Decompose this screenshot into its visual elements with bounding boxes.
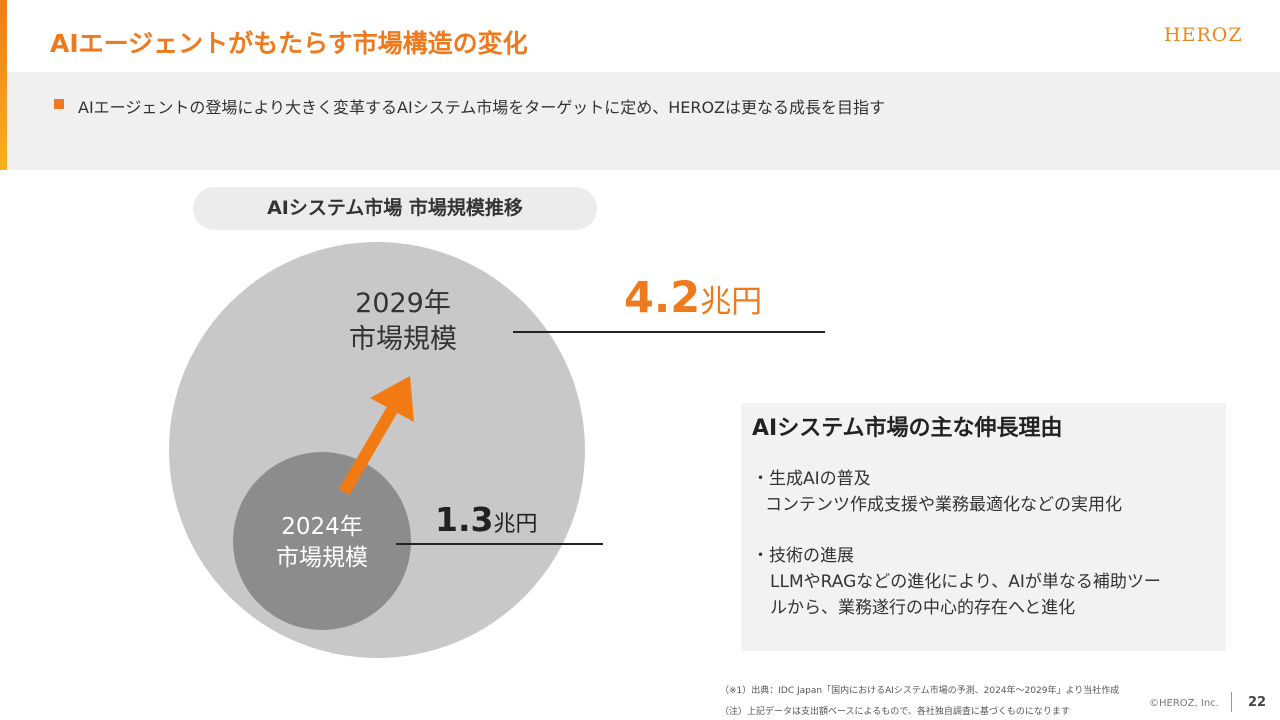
- reason-line: ルから、業務遂行の中心的存在へと進化: [770, 598, 1076, 618]
- value-2024-unit: 兆円: [493, 512, 538, 537]
- diagram-title-pill: AIシステム市場 市場規模推移: [193, 187, 597, 230]
- value-2029-number: 4.2: [624, 273, 701, 323]
- value-2024-number: 1.3: [435, 500, 494, 539]
- label-2029: 2029年 市場規模: [318, 286, 488, 358]
- lead-band: [7, 72, 1280, 170]
- reason-line: コンテンツ作成支援や業務最適化などの実用化: [765, 495, 1122, 515]
- label-2024: 2024年 市場規模: [258, 512, 386, 574]
- label-2029-text: 市場規模: [349, 324, 457, 355]
- heroz-logo: HEROZ: [1164, 24, 1243, 46]
- leader-line-2029: [513, 331, 825, 333]
- leader-line-2024: [396, 543, 603, 545]
- value-2029-unit: 兆円: [700, 284, 763, 320]
- footer-divider: [1231, 692, 1232, 712]
- square-bullet-icon: [54, 99, 64, 109]
- lead-text: AIエージェントの登場により大きく変革するAIシステム市場をターゲットに定め、H…: [78, 98, 886, 117]
- label-2024-text: 市場規模: [276, 545, 368, 571]
- accent-bar: [0, 0, 7, 170]
- data-note: （注）上記データは支出額ベースによるもので、各社独自調査に基づくものになります: [720, 707, 1070, 717]
- reason-title: ・生成AIの普及: [752, 469, 871, 489]
- value-2029: 4.2兆円: [624, 273, 762, 323]
- page-number: 22: [1248, 695, 1267, 710]
- value-2024: 1.3兆円: [435, 500, 537, 539]
- label-2024-year: 2024年: [281, 514, 363, 540]
- source-note: （※1）出典：IDC Japan「国内におけるAIシステム市場の予測、2024年…: [720, 686, 1120, 696]
- reason-line: LLMやRAGなどの進化により、AIが単なる補助ツー: [770, 572, 1161, 592]
- reason-title: ・技術の進展: [752, 546, 854, 566]
- market-2024-circle: [233, 452, 411, 630]
- reasons-box: [741, 403, 1226, 651]
- copyright: ©HEROZ, Inc.: [1149, 698, 1219, 709]
- reasons-heading: AIシステム市場の主な伸長理由: [752, 416, 1063, 441]
- growth-arrow-icon: [338, 376, 414, 496]
- page-title: AIエージェントがもたらす市場構造の変化: [50, 29, 528, 58]
- label-2029-year: 2029年: [355, 288, 451, 319]
